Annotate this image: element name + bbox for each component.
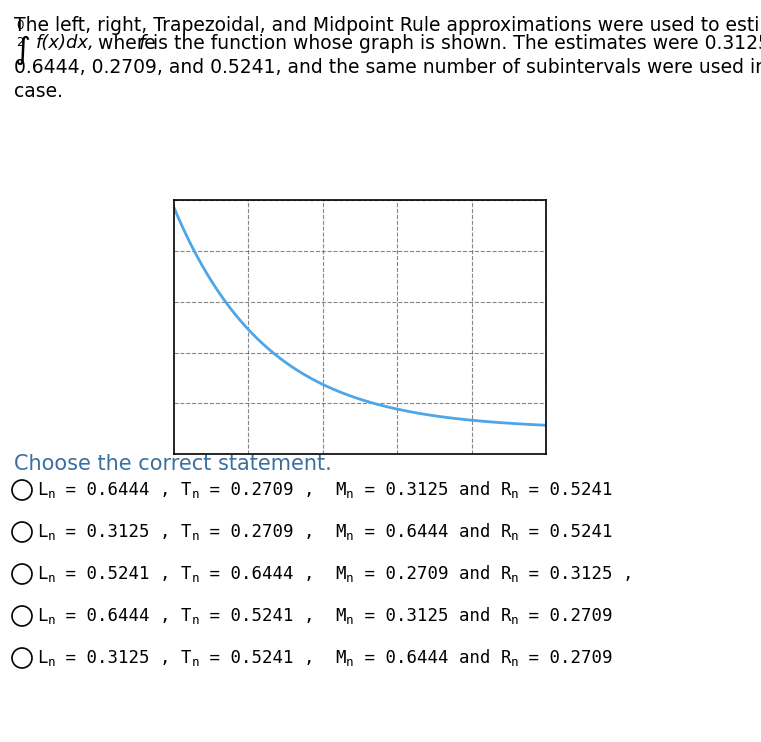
Text: = 0.5241: = 0.5241 — [518, 523, 613, 541]
Text: n: n — [511, 614, 518, 626]
Text: = 0.6444 and: = 0.6444 and — [354, 649, 501, 667]
Text: M: M — [336, 481, 346, 499]
Text: = 0.2709: = 0.2709 — [518, 607, 613, 625]
Text: = 0.6444 ,: = 0.6444 , — [199, 565, 336, 583]
Text: = 0.5241 ,: = 0.5241 , — [199, 607, 336, 625]
Text: M: M — [336, 523, 346, 541]
Text: The left, right, Trapezoidal, and Midpoint Rule approximations were used to esti: The left, right, Trapezoidal, and Midpoi… — [14, 16, 761, 35]
Text: = 0.2709 ,: = 0.2709 , — [199, 481, 336, 499]
Text: case.: case. — [14, 82, 63, 101]
Text: = 0.2709 and: = 0.2709 and — [354, 565, 501, 583]
Text: n: n — [346, 614, 354, 626]
Text: n: n — [192, 487, 199, 501]
Text: R: R — [501, 607, 511, 625]
Text: T: T — [181, 523, 192, 541]
Text: = 0.2709: = 0.2709 — [518, 649, 613, 667]
Text: n: n — [346, 655, 354, 669]
Text: Choose the correct statement.: Choose the correct statement. — [14, 454, 332, 474]
Text: T: T — [181, 607, 192, 625]
Text: T: T — [181, 481, 192, 499]
Text: 0.6444, 0.2709, and 0.5241, and the same number of subintervals were used in eac: 0.6444, 0.2709, and 0.5241, and the same… — [14, 58, 761, 77]
Text: L: L — [37, 607, 47, 625]
Text: n: n — [47, 655, 55, 669]
Text: = 0.6444 ,: = 0.6444 , — [55, 481, 181, 499]
Text: n: n — [192, 655, 199, 669]
Text: 2: 2 — [16, 36, 24, 49]
Text: T: T — [181, 565, 192, 583]
Text: R: R — [501, 523, 511, 541]
Text: ∫: ∫ — [14, 36, 30, 65]
Text: L: L — [37, 523, 47, 541]
Text: R: R — [501, 565, 511, 583]
Text: = 0.3125 ,: = 0.3125 , — [55, 523, 181, 541]
Text: R: R — [501, 649, 511, 667]
Text: L: L — [37, 481, 47, 499]
Text: n: n — [511, 530, 518, 542]
Text: n: n — [511, 487, 518, 501]
Text: n: n — [511, 571, 518, 585]
Text: L: L — [37, 565, 47, 583]
Text: n: n — [192, 571, 199, 585]
Text: n: n — [192, 614, 199, 626]
Text: = 0.6444 ,: = 0.6444 , — [55, 607, 181, 625]
Text: 0: 0 — [16, 19, 24, 32]
Text: n: n — [511, 655, 518, 669]
Text: n: n — [47, 530, 55, 542]
Text: M: M — [336, 565, 346, 583]
Text: is the function whose graph is shown. The estimates were 0.3125,: is the function whose graph is shown. Th… — [147, 34, 761, 53]
Text: n: n — [346, 530, 354, 542]
Text: f: f — [139, 34, 145, 53]
Text: f(x)dx,: f(x)dx, — [36, 34, 95, 52]
Text: n: n — [346, 487, 354, 501]
Text: = 0.3125 and: = 0.3125 and — [354, 481, 501, 499]
Text: n: n — [346, 571, 354, 585]
Text: n: n — [47, 571, 55, 585]
Text: = 0.3125 ,: = 0.3125 , — [518, 565, 634, 583]
Text: = 0.5241 ,: = 0.5241 , — [55, 565, 181, 583]
Text: = 0.6444 and: = 0.6444 and — [354, 523, 501, 541]
Text: n: n — [192, 530, 199, 542]
Text: = 0.5241 ,: = 0.5241 , — [199, 649, 336, 667]
Text: = 0.3125 and: = 0.3125 and — [354, 607, 501, 625]
Text: = 0.2709 ,: = 0.2709 , — [199, 523, 336, 541]
Text: L: L — [37, 649, 47, 667]
Text: where: where — [86, 34, 162, 53]
Text: M: M — [336, 607, 346, 625]
Text: M: M — [336, 649, 346, 667]
Text: = 0.3125 ,: = 0.3125 , — [55, 649, 181, 667]
Text: = 0.5241: = 0.5241 — [518, 481, 613, 499]
Text: R: R — [501, 481, 511, 499]
Text: n: n — [47, 614, 55, 626]
Text: T: T — [181, 649, 192, 667]
Text: n: n — [47, 487, 55, 501]
